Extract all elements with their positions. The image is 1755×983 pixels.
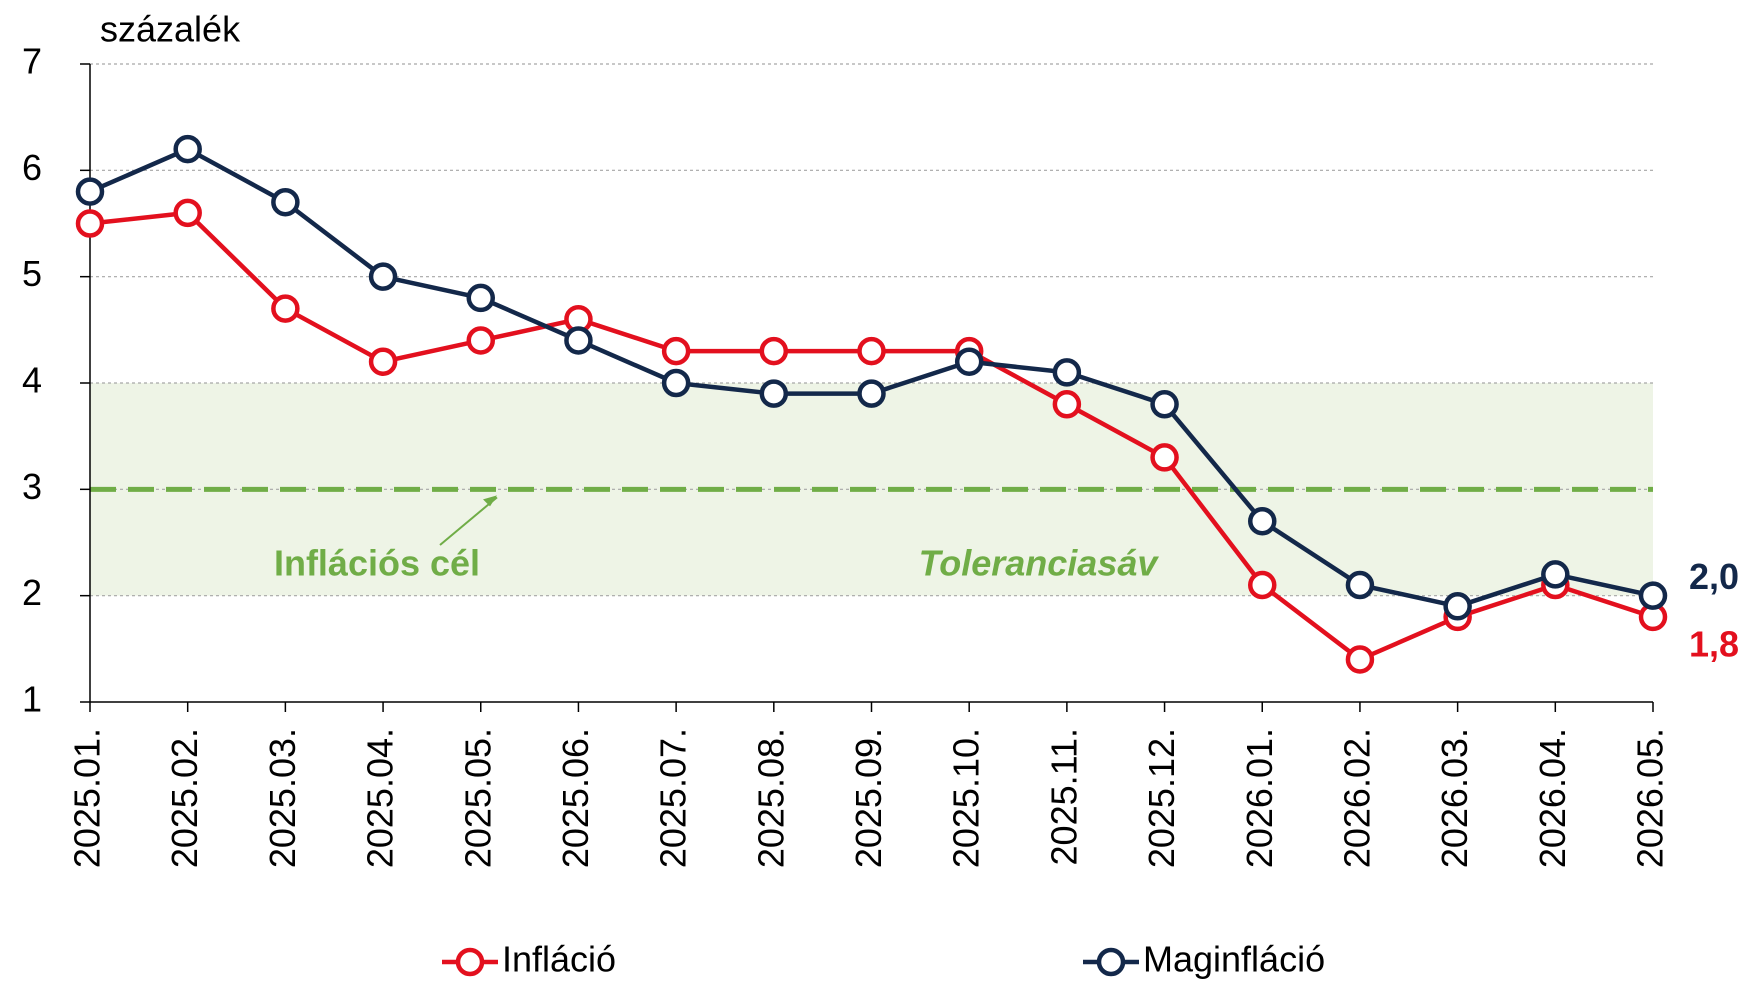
data-point <box>1638 581 1668 610</box>
x-tick-label: 2025.09. <box>848 728 889 868</box>
data-label: 1,8 <box>1689 623 1739 664</box>
data-point <box>75 209 105 238</box>
data-point <box>173 134 202 164</box>
data-point <box>759 336 789 366</box>
data-point <box>1150 443 1179 472</box>
x-tick-label: 2025.07. <box>653 728 694 868</box>
data-point <box>661 368 691 398</box>
data-point <box>368 347 398 376</box>
legend-item: Maginfláció <box>1083 939 1325 980</box>
data-point <box>1248 570 1277 600</box>
x-tick-label: 2026.02. <box>1336 728 1377 868</box>
y-tick-label: 2 <box>22 572 42 613</box>
y-tick-label: 6 <box>22 147 42 188</box>
legend-marker <box>1096 947 1126 977</box>
x-tick-label: 2025.02. <box>164 728 205 868</box>
data-point <box>1150 390 1179 419</box>
x-tick-label: 2026.05. <box>1630 728 1671 868</box>
x-tick-label: 2026.01. <box>1239 728 1280 868</box>
data-point <box>759 379 789 408</box>
band-label: Toleranciasáv <box>919 543 1160 584</box>
y-tick-label: 1 <box>22 679 42 720</box>
data-label: 2,0 <box>1689 556 1739 597</box>
x-tick-label: 2026.04. <box>1532 728 1573 868</box>
target-label: Inflációs cél <box>274 543 480 584</box>
data-point <box>466 326 495 355</box>
x-tick-label: 2025.01. <box>67 728 108 868</box>
x-tick-label: 2025.05. <box>457 728 498 868</box>
legend-marker <box>455 947 485 977</box>
legend-item: Infláció <box>442 939 616 980</box>
y-tick-label: 4 <box>22 360 42 401</box>
x-tick-label: 2025.04. <box>360 728 401 868</box>
x-tick-label: 2025.10. <box>946 728 987 868</box>
data-point <box>75 177 105 206</box>
data-point <box>1052 358 1082 387</box>
x-tick-label: 2025.11. <box>1043 728 1084 865</box>
data-point <box>1052 390 1082 419</box>
x-tick-label: 2026.03. <box>1434 728 1475 868</box>
x-tick-label: 2025.08. <box>750 728 791 868</box>
data-point <box>271 294 300 323</box>
y-tick-label: 7 <box>22 41 42 82</box>
y-axis-label: százalék <box>100 9 241 50</box>
target-arrowhead <box>483 495 497 507</box>
data-point <box>1443 592 1472 621</box>
target-arrow <box>439 496 498 546</box>
data-point <box>954 347 984 376</box>
data-point <box>1541 560 1570 589</box>
data-point <box>1345 570 1375 600</box>
data-point <box>857 379 886 408</box>
data-point <box>466 283 495 313</box>
legend-label: Maginfláció <box>1143 939 1325 980</box>
data-point <box>271 187 300 217</box>
data-point <box>368 262 398 291</box>
x-tick-label: 2025.06. <box>555 728 596 868</box>
y-tick-label: 3 <box>22 466 42 507</box>
legend-label: Infláció <box>502 939 616 980</box>
x-tick-label: 2025.12. <box>1141 728 1182 868</box>
data-point <box>661 336 691 366</box>
data-point <box>564 326 593 355</box>
data-point <box>1248 506 1277 536</box>
y-tick-label: 5 <box>22 253 42 294</box>
x-tick-label: 2025.03. <box>262 728 303 868</box>
data-point <box>1345 645 1375 674</box>
data-point <box>173 198 202 228</box>
data-point <box>857 336 886 366</box>
